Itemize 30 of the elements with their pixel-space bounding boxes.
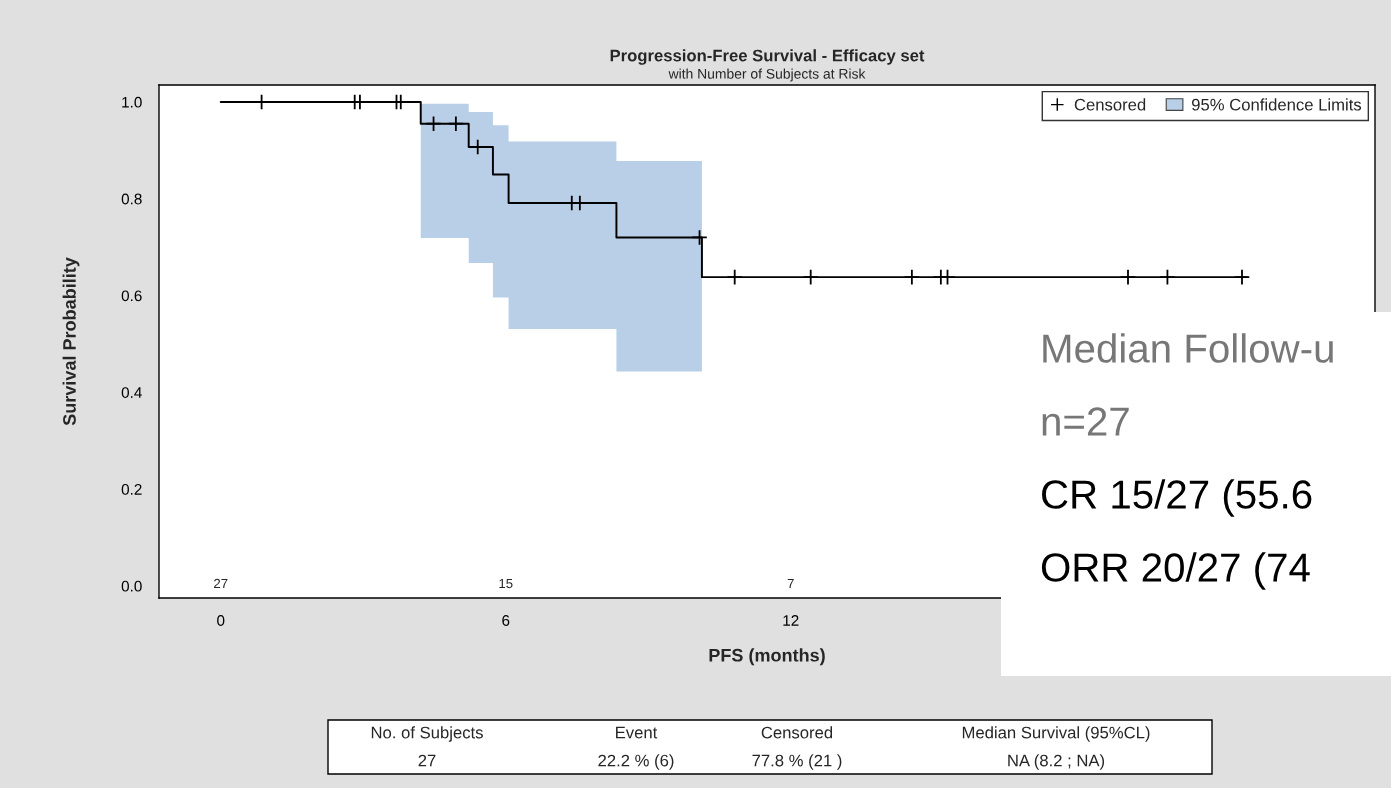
annotation: 15	[499, 578, 513, 589]
x-tick-label: 0	[217, 615, 225, 626]
annotation: Median Follow-u	[1043, 333, 1333, 363]
annotation: 95% Confidence Limits	[1192, 98, 1362, 111]
y-tick-label: 0.6	[121, 290, 142, 302]
annotation: 7	[787, 578, 794, 588]
x-tick-label: 6	[502, 615, 510, 626]
text: 22.2 % (6)	[598, 754, 674, 770]
x-tick-label: 12	[783, 615, 799, 626]
text: 27	[418, 754, 436, 767]
y-axis-title: Survival Probability	[62, 257, 80, 426]
text: Median Survival (95%CL)	[962, 726, 1150, 742]
annotation: 27	[214, 578, 228, 588]
y-tick-label: 0.0	[121, 580, 142, 592]
y-tick-label: 0.2	[121, 483, 142, 495]
y-tick-label: 0.8	[121, 193, 142, 205]
y-tick-label: 0.4	[121, 387, 142, 398]
text: NA (8.2 ; NA)	[1008, 754, 1105, 770]
chart-subtitle: with Number of Subjects at Risk	[668, 68, 866, 82]
annotation: CR 15/27 (55.6	[1042, 479, 1312, 517]
text: 77.8 % (21 )	[752, 754, 842, 770]
text: Censored	[761, 726, 833, 739]
chart-title: Progression-Free Survival - Efficacy set	[610, 49, 925, 65]
annotation: ORR 20/27 (74	[1041, 552, 1310, 590]
y-tick-label: 1.0	[122, 96, 142, 108]
text: Event	[616, 726, 658, 739]
x-axis-title: PFS (months)	[709, 648, 825, 666]
legend-label: Censored	[1074, 98, 1146, 111]
text: No. of Subjects	[371, 726, 483, 742]
annotation: n=27	[1042, 407, 1129, 436]
